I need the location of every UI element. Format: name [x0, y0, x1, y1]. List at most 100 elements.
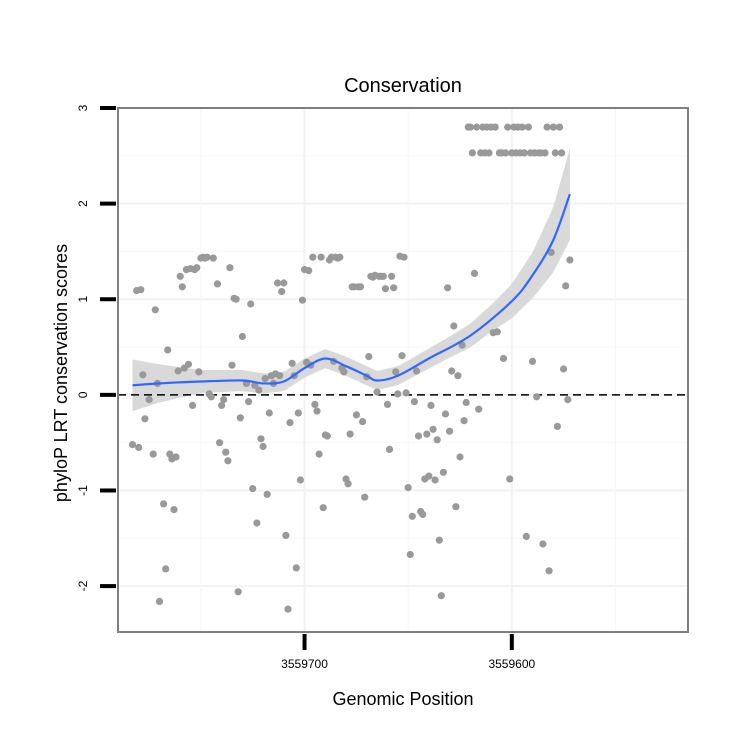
data-point	[284, 605, 292, 613]
data-point	[558, 149, 566, 157]
data-point	[207, 393, 215, 401]
data-point	[466, 123, 474, 131]
data-points	[128, 123, 574, 613]
data-point	[305, 267, 313, 275]
data-point	[319, 504, 327, 512]
data-point	[224, 457, 232, 465]
data-point	[549, 123, 557, 131]
data-point	[433, 436, 441, 444]
data-point	[566, 256, 574, 264]
data-point	[390, 284, 398, 292]
data-point	[460, 417, 468, 425]
data-point	[141, 415, 149, 423]
data-point	[222, 448, 230, 456]
data-point	[452, 503, 460, 511]
data-point	[356, 283, 365, 291]
data-point	[238, 332, 246, 341]
data-point	[218, 401, 226, 409]
data-point	[431, 476, 439, 484]
loess-smooth-line	[132, 193, 571, 387]
data-point	[545, 567, 553, 575]
x-tick-label: 3559600	[488, 657, 535, 671]
data-point	[193, 264, 201, 272]
data-point	[473, 123, 481, 131]
data-point	[151, 306, 159, 314]
axes: -2 -1 0 1 2 3 3559700 3559600	[76, 104, 536, 671]
data-point	[236, 414, 244, 422]
smooth-line	[132, 193, 571, 387]
data-point	[336, 253, 344, 261]
data-point	[184, 360, 193, 368]
data-point	[292, 564, 300, 572]
data-point	[274, 279, 282, 287]
data-point	[456, 453, 464, 461]
data-point	[423, 430, 431, 438]
data-point	[203, 253, 211, 261]
data-point	[394, 390, 402, 398]
data-point	[253, 519, 261, 527]
data-point	[226, 264, 234, 272]
data-point	[539, 540, 547, 548]
data-point	[228, 361, 236, 369]
data-point	[189, 401, 197, 409]
data-point	[439, 468, 447, 476]
data-point	[216, 439, 224, 447]
data-point	[309, 253, 317, 261]
data-point	[462, 398, 470, 407]
data-point	[195, 368, 203, 376]
data-point	[155, 597, 164, 606]
y-tick-label: 1	[76, 296, 90, 303]
data-point	[406, 550, 414, 559]
data-point	[562, 282, 570, 290]
data-point	[441, 410, 450, 418]
data-point	[247, 300, 255, 308]
data-point	[209, 254, 217, 262]
data-point	[458, 341, 466, 349]
data-point	[468, 149, 476, 157]
data-point	[137, 286, 145, 294]
data-point	[220, 396, 228, 404]
x-tick-label: 3559700	[281, 657, 328, 671]
data-point	[555, 123, 564, 131]
data-point	[296, 476, 304, 484]
data-point	[437, 592, 445, 600]
data-point	[213, 280, 222, 288]
data-point	[139, 371, 147, 379]
data-point	[491, 123, 499, 131]
data-point	[533, 393, 541, 401]
data-point	[276, 372, 284, 380]
data-point	[404, 484, 412, 492]
data-point	[560, 365, 568, 373]
data-point	[522, 532, 530, 541]
y-axis-label: phyloP LRT conservation scores	[51, 244, 71, 502]
data-point	[470, 269, 479, 277]
data-point	[429, 425, 437, 433]
data-point	[313, 407, 321, 415]
data-point	[365, 353, 373, 361]
data-point	[176, 272, 184, 280]
y-tick-label: -2	[76, 580, 90, 591]
data-point	[361, 493, 369, 501]
data-point	[379, 272, 387, 280]
data-point	[162, 565, 170, 573]
data-point	[381, 285, 389, 293]
y-tick-label: 2	[76, 200, 90, 207]
data-point	[315, 450, 323, 458]
data-point	[499, 354, 508, 363]
data-point	[446, 427, 454, 435]
data-point	[448, 367, 456, 375]
data-point	[408, 512, 416, 520]
data-point	[564, 396, 572, 404]
data-point	[504, 123, 512, 131]
data-point	[398, 352, 406, 360]
data-point	[541, 149, 549, 157]
data-point	[352, 411, 360, 419]
plot-border	[117, 107, 689, 633]
data-point	[427, 401, 435, 409]
data-point	[164, 346, 172, 354]
data-point	[520, 149, 528, 157]
data-point	[278, 288, 286, 296]
data-point	[414, 432, 423, 440]
data-point	[502, 149, 510, 157]
